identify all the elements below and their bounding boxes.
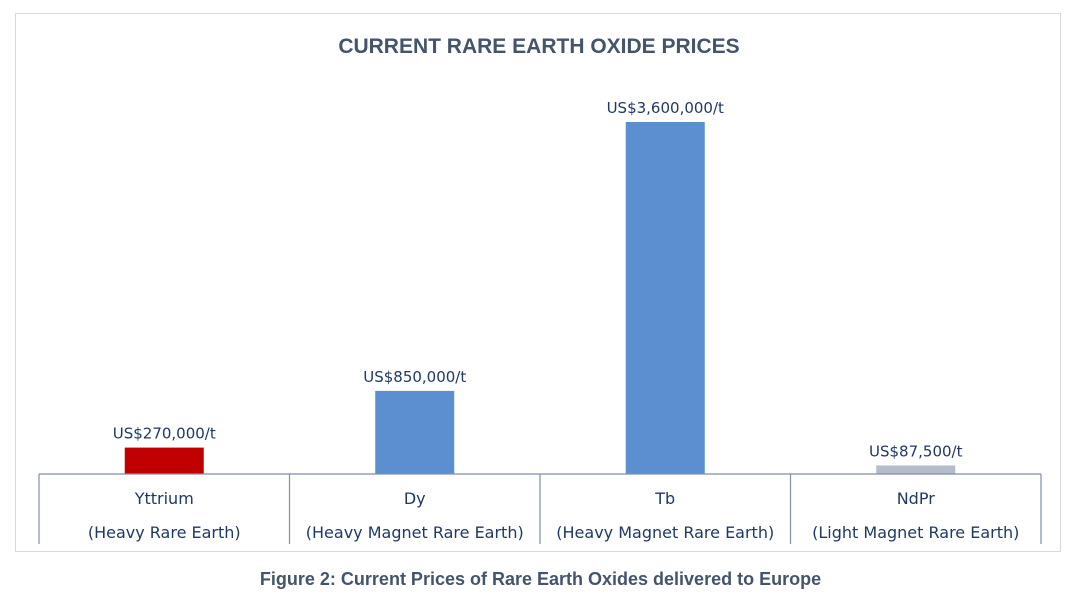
bar-tb — [625, 122, 705, 474]
bar-dy — [375, 390, 455, 474]
chart-frame: CURRENT RARE EARTH OXIDE PRICES US$270,0… — [15, 13, 1061, 552]
bar-yttrium — [124, 447, 204, 474]
category-label-ndpr: NdPr — [897, 489, 935, 508]
chart-title: CURRENT RARE EARTH OXIDE PRICES — [338, 35, 739, 58]
category-sublabel-ndpr: (Light Magnet Rare Earth) — [812, 523, 1019, 542]
data-label-tb: US$3,600,000/t — [607, 99, 724, 117]
bar-ndpr — [876, 465, 956, 474]
data-label-ndpr: US$87,500/t — [869, 442, 963, 460]
figure-caption: Figure 2: Current Prices of Rare Earth O… — [259, 569, 822, 589]
bar-chart: CURRENT RARE EARTH OXIDE PRICES US$270,0… — [38, 35, 1042, 544]
category-label-yttrium: Yttrium — [134, 489, 194, 508]
data-label-yttrium: US$270,000/t — [113, 425, 216, 443]
category-sublabel-yttrium: (Heavy Rare Earth) — [88, 523, 241, 542]
category-sublabel-dy: (Heavy Magnet Rare Earth) — [306, 523, 524, 542]
category-label-tb: Tb — [654, 489, 675, 508]
category-label-dy: Dy — [404, 489, 426, 508]
data-label-dy: US$850,000/t — [363, 368, 466, 386]
category-sublabel-tb: (Heavy Magnet Rare Earth) — [556, 523, 774, 542]
